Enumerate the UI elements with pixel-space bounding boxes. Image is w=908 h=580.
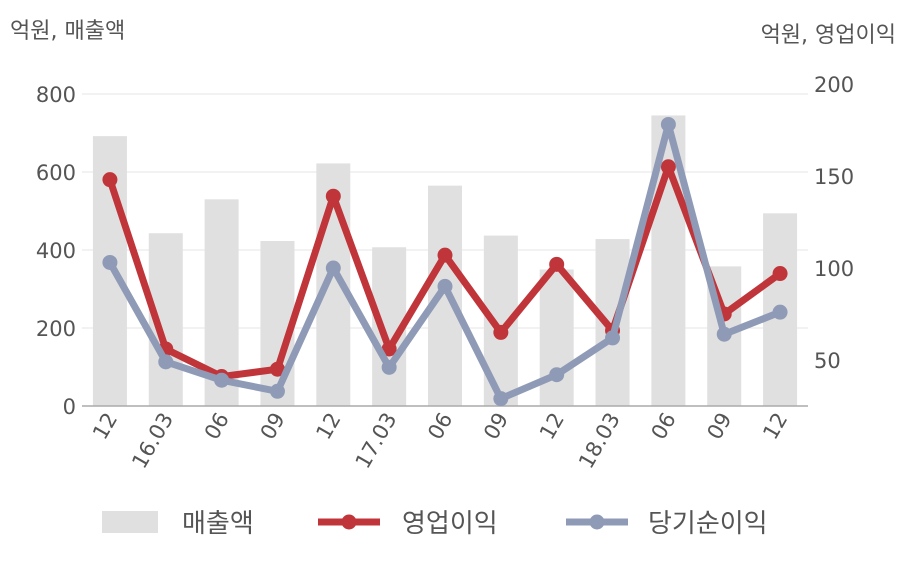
left-axis-unit: 억원, 매출액 — [10, 19, 125, 44]
x-tick-label: 12 — [535, 409, 569, 444]
legend-label: 매출액 — [182, 509, 254, 539]
x-tick-label: 16.03 — [127, 409, 178, 473]
left-tick-label: 200 — [36, 317, 76, 341]
data-point — [549, 367, 565, 383]
data-point — [437, 278, 453, 294]
left-tick-label: 400 — [36, 239, 76, 263]
x-tick-label: 17.03 — [351, 409, 402, 473]
data-point — [493, 324, 509, 340]
left-tick-label: 0 — [63, 395, 76, 419]
x-tick-label: 12 — [88, 409, 122, 444]
data-point — [381, 341, 397, 357]
left-tick-label: 600 — [36, 161, 76, 185]
x-tick-label: 06 — [200, 409, 234, 444]
x-tick-label: 09 — [702, 409, 736, 444]
x-tick-label: 09 — [479, 409, 513, 444]
legend-swatch-bar — [102, 511, 158, 533]
data-point — [716, 326, 732, 342]
right-tick-label: 150 — [814, 165, 854, 189]
data-point — [158, 354, 174, 370]
bar — [428, 185, 462, 406]
right-tick-label: 200 — [814, 73, 854, 97]
data-point — [269, 361, 285, 377]
data-point — [214, 372, 230, 388]
data-point — [102, 172, 118, 188]
right-tick-label: 100 — [814, 257, 854, 281]
x-tick-label: 12 — [758, 409, 792, 444]
right-tick-label: 50 — [814, 349, 841, 373]
data-point — [605, 330, 621, 346]
data-point — [325, 260, 341, 276]
x-tick-label: 12 — [311, 409, 345, 444]
data-point — [269, 383, 285, 399]
x-tick-label: 06 — [423, 409, 457, 444]
legend-label: 당기순이익 — [648, 509, 768, 539]
right-axis-ticks: 50 100 150 200 — [814, 73, 854, 373]
legend-swatch-marker — [341, 514, 357, 530]
data-point — [772, 266, 788, 282]
data-point — [437, 247, 453, 263]
series-net-income — [102, 116, 788, 407]
data-point — [381, 359, 397, 375]
legend: 매출액 영업이익 당기순이익 — [102, 509, 768, 539]
right-axis-unit: 억원, 영업이익 — [761, 23, 896, 48]
data-point — [660, 159, 676, 175]
data-point — [549, 256, 565, 272]
data-point — [660, 116, 676, 132]
left-axis-ticks: 0 200 400 600 800 — [36, 83, 76, 419]
data-point — [102, 254, 118, 270]
data-point — [325, 188, 341, 204]
x-tick-label: 09 — [256, 409, 290, 444]
x-axis-ticks: 12 16.03 06 09 12 17.03 06 09 12 18.03 06 09 12 — [88, 409, 792, 473]
data-point — [772, 304, 788, 320]
legend-swatch-marker — [589, 514, 605, 530]
line-series — [102, 116, 788, 407]
left-tick-label: 800 — [36, 83, 76, 107]
x-tick-label: 18.03 — [574, 409, 625, 473]
legend-label: 영업이익 — [402, 509, 498, 539]
data-point — [493, 391, 509, 407]
x-tick-label: 06 — [647, 409, 681, 444]
bar — [539, 269, 574, 406]
